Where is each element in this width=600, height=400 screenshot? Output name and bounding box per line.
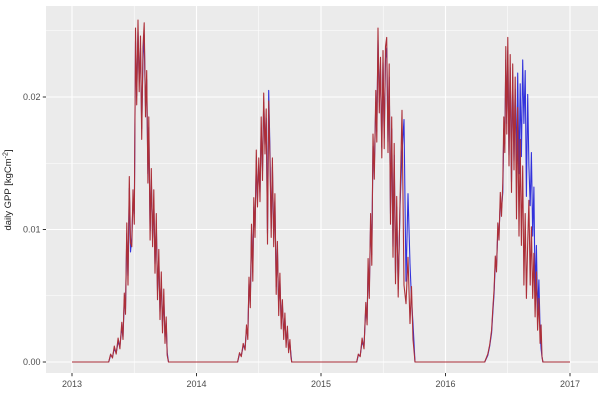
y-tick-label: 0.01: [23, 225, 41, 235]
y-tick-label: 0.00: [23, 357, 41, 367]
x-tick-label: 2015: [311, 379, 331, 389]
x-tick-label: 2016: [435, 379, 455, 389]
x-tick-label: 2014: [186, 379, 206, 389]
y-axis-title-superscript: -2: [3, 152, 10, 158]
x-tick-label: 2013: [62, 379, 82, 389]
y-tick-label: 0.02: [23, 92, 41, 102]
y-axis-title-close: ]: [3, 149, 14, 152]
series-red-line: [72, 19, 570, 363]
y-axis-title: daily GPP [kgCm-2]: [3, 149, 15, 230]
x-tick-label: 2017: [560, 379, 580, 389]
y-axis-title-main: daily GPP [kgCm: [3, 158, 14, 230]
